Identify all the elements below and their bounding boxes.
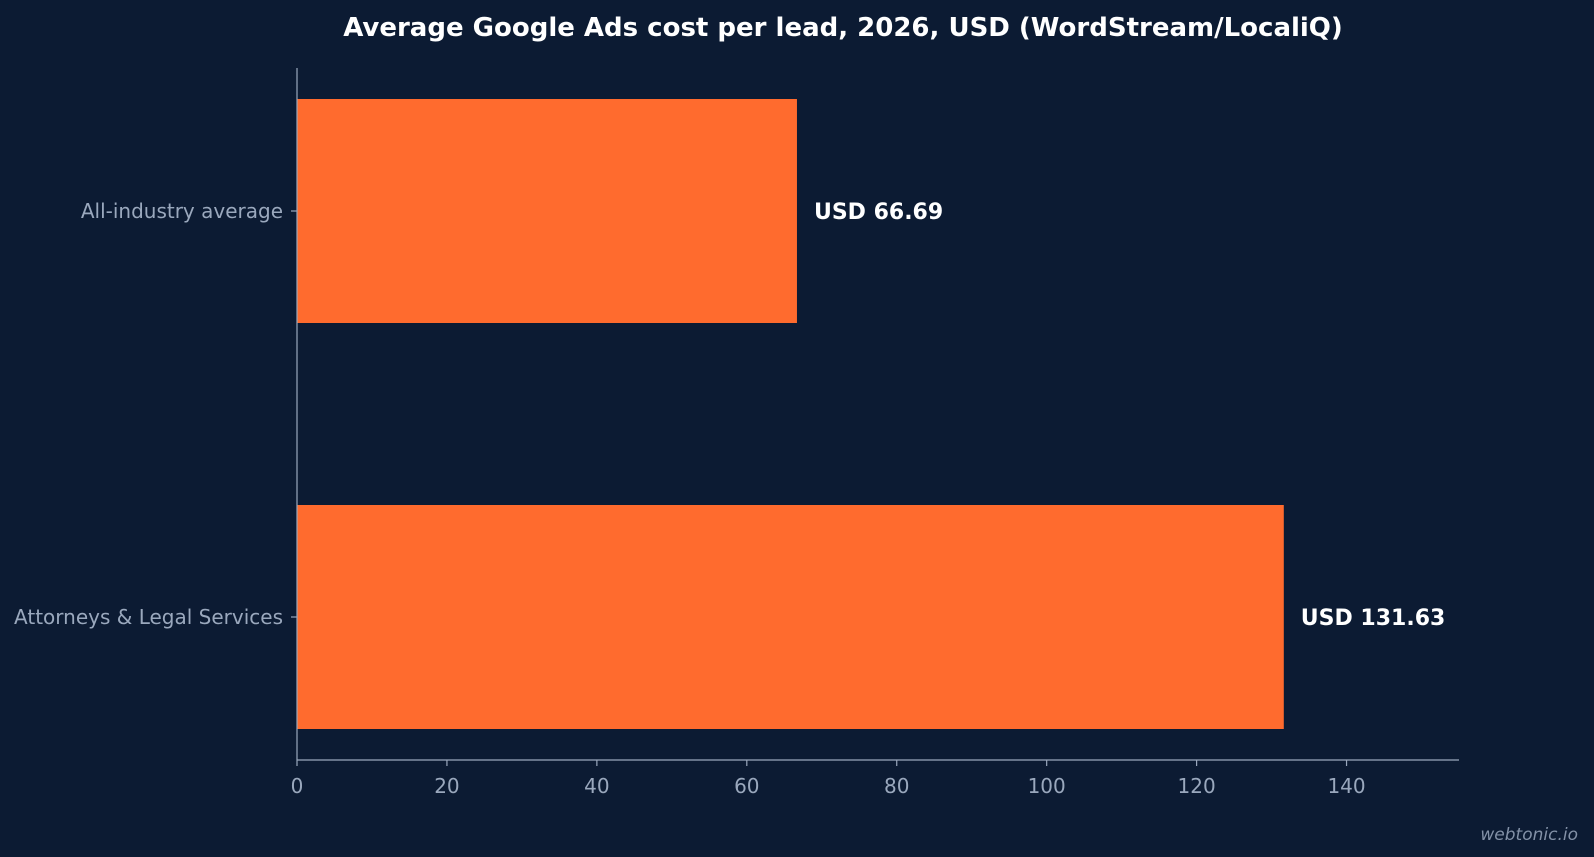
value-label-1: USD 131.63 — [1301, 606, 1446, 631]
x-tick-label-5: 100 — [1028, 774, 1066, 798]
bar-1 — [297, 505, 1284, 729]
x-tick-label-2: 40 — [584, 774, 609, 798]
category-label-0: All-industry average — [81, 199, 283, 223]
x-tick-label-0: 0 — [291, 774, 304, 798]
watermark-text: webtonic.io — [1480, 825, 1578, 845]
category-label-1: Attorneys & Legal Services — [14, 605, 283, 629]
value-label-0: USD 66.69 — [814, 200, 943, 225]
bars-layer: USD 66.69 USD 131.63 — [297, 99, 1445, 729]
bar-0 — [297, 99, 797, 323]
x-tick-label-4: 80 — [884, 774, 909, 798]
axes-layer: All-industry average Attorneys & Legal Se… — [14, 68, 1459, 798]
x-tick-label-6: 120 — [1178, 774, 1216, 798]
x-tick-label-7: 140 — [1327, 774, 1365, 798]
x-tick-label-1: 20 — [434, 774, 459, 798]
x-tick-label-3: 60 — [734, 774, 759, 798]
chart-title: Average Google Ads cost per lead, 2026, … — [343, 13, 1343, 43]
